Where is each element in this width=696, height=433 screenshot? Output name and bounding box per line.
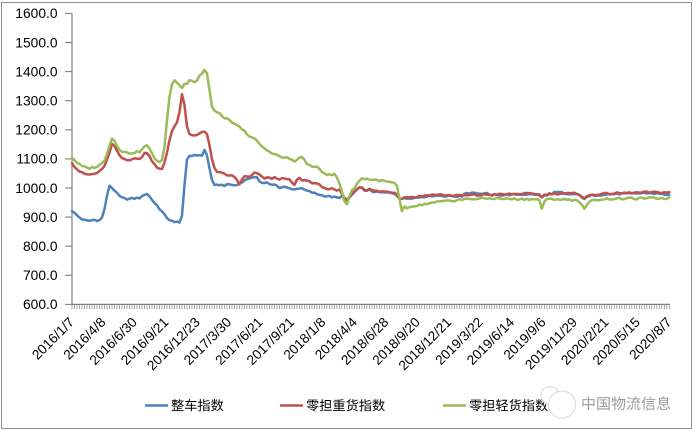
series-lines xyxy=(70,68,671,224)
watermark-logo xyxy=(540,386,671,419)
cjk-glyph xyxy=(597,397,610,411)
legend-item-label-2 xyxy=(469,399,548,412)
y-tick-label: 900.0 xyxy=(23,210,58,225)
cjk-glyph xyxy=(197,399,211,412)
cjk-glyph xyxy=(185,399,197,412)
y-tick-label: 1300.0 xyxy=(15,94,58,109)
cjk-glyph xyxy=(211,399,224,412)
y-tick-label: 1000.0 xyxy=(15,181,58,196)
y-tick-label: 700.0 xyxy=(23,268,58,283)
legend-item-label-0 xyxy=(171,399,224,412)
watermark-circle-big xyxy=(548,390,576,419)
x-axis xyxy=(71,303,670,310)
legend-item-0 xyxy=(145,399,224,412)
chart-frame xyxy=(1,2,692,429)
series-line-1 xyxy=(70,93,671,202)
cjk-glyph xyxy=(641,396,656,411)
legend-item-2 xyxy=(443,399,548,412)
cjk-glyph xyxy=(482,399,495,412)
x-axis-labels: 2016/1/72016/4/82016/6/302016/9/212016/1… xyxy=(29,314,674,373)
cjk-glyph xyxy=(582,396,595,411)
series-line-2 xyxy=(70,68,671,213)
cjk-glyph xyxy=(319,399,332,412)
y-tick-label: 800.0 xyxy=(23,239,58,254)
y-tick-label: 1100.0 xyxy=(16,152,58,167)
y-tick-label: 1600.0 xyxy=(15,6,58,21)
cjk-glyph xyxy=(495,399,509,412)
cjk-glyph xyxy=(346,399,359,412)
y-tick-label: 1400.0 xyxy=(15,64,58,79)
legend xyxy=(145,399,548,412)
y-tick-label: 1500.0 xyxy=(15,35,58,50)
cjk-glyph xyxy=(372,399,385,412)
cjk-glyph xyxy=(626,396,641,411)
y-axis-labels: 1600.0 1500.0 1400.0 1300.0 1200.0 1100.0 1000… xyxy=(15,6,58,312)
cjk-glyph xyxy=(656,396,671,410)
cjk-glyph xyxy=(509,399,522,412)
cjk-glyph xyxy=(522,399,535,412)
cjk-glyph xyxy=(306,399,319,412)
y-axis xyxy=(65,12,73,305)
cjk-glyph xyxy=(171,399,184,411)
watermark-text xyxy=(582,396,671,411)
cjk-glyph xyxy=(469,399,482,412)
cjk-glyph xyxy=(359,399,372,412)
y-tick-label: 1200.0 xyxy=(15,123,58,138)
y-tick-label: 600.0 xyxy=(23,297,58,312)
cjk-glyph xyxy=(333,399,345,411)
legend-item-1 xyxy=(280,399,385,412)
cjk-glyph xyxy=(611,396,626,411)
legend-item-label-1 xyxy=(306,399,385,412)
